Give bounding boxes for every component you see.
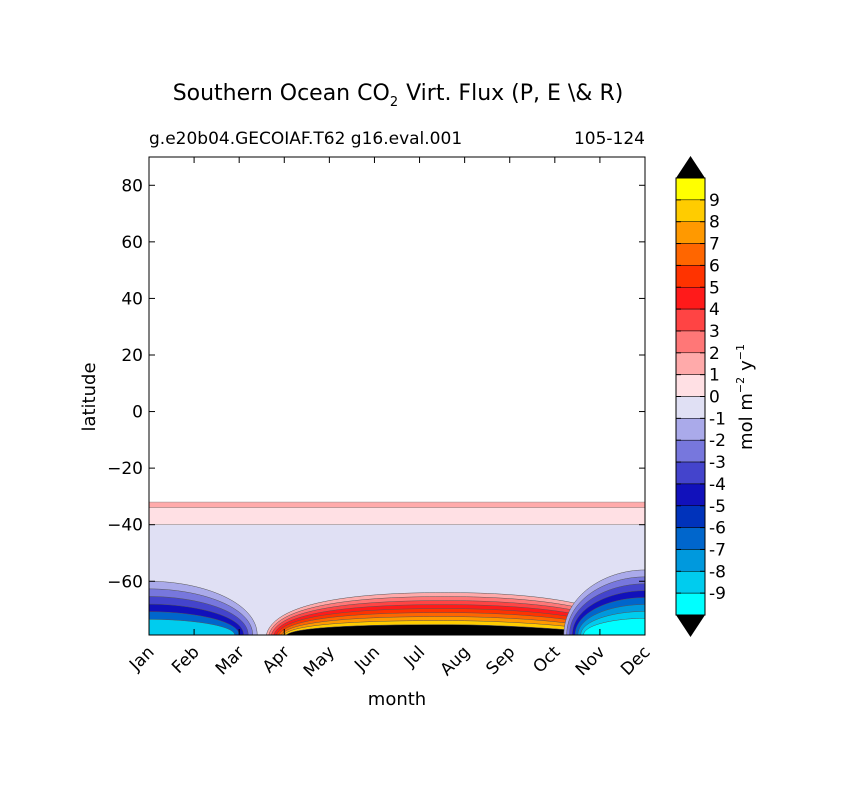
y-tick-label: 20 — [121, 346, 143, 366]
colorbar-tick-label: -1 — [709, 409, 726, 429]
x-tick-label: Feb — [168, 642, 203, 677]
colorbar-tick-label: 0 — [709, 388, 720, 408]
y-axis: 80 60 40 20 0 −20 −40 −60 — [107, 176, 645, 592]
y-tick-label: 80 — [121, 176, 143, 196]
colorbar-tick-label: 2 — [709, 344, 720, 364]
x-tick-label: Jun — [350, 642, 384, 676]
colorbar-tick-label: -9 — [709, 584, 726, 604]
colorbar-segment — [675, 483, 706, 506]
contour-band-1 — [149, 507, 645, 525]
colorbar-extend-min — [676, 615, 705, 637]
colorbar-tick-label: 5 — [709, 278, 720, 298]
contour-band-0 — [149, 501, 645, 508]
colorbar-tick-label: -8 — [709, 562, 726, 582]
colorbar-tick-label: -3 — [709, 453, 726, 473]
colorbar-segment — [675, 265, 706, 288]
x-tick-label: Nov — [572, 642, 610, 680]
colorbar-tick-label: 6 — [709, 256, 720, 276]
colorbar-segment — [675, 221, 706, 244]
colorbar-tick-label: -5 — [709, 497, 726, 517]
colorbar-segment — [675, 527, 706, 550]
colorbar-segment — [675, 374, 706, 397]
colorbar-segment — [675, 352, 706, 375]
y-tick-label: −20 — [107, 459, 143, 479]
colorbar-segment — [675, 461, 706, 485]
colorbar-tick-label: 9 — [709, 191, 720, 211]
colorbar-segment — [675, 571, 706, 594]
colorbar-tick-label: 3 — [709, 322, 720, 342]
colorbar-segment — [675, 505, 706, 528]
colorbar-tick-label: 7 — [709, 235, 720, 255]
colorbar-tick-label: 8 — [709, 213, 720, 233]
colorbar-segment — [675, 396, 706, 419]
y-tick-label: −60 — [107, 572, 143, 592]
colorbar-segment — [675, 549, 706, 572]
plot-area — [149, 501, 645, 635]
x-tick-label: Apr — [259, 642, 294, 677]
colorbar-tick-label: -6 — [709, 519, 726, 539]
y-tick-label: 40 — [121, 289, 143, 309]
colorbar-extend-max — [676, 156, 705, 178]
y-tick-label: 0 — [132, 403, 143, 423]
y-tick-label: −40 — [107, 516, 143, 536]
contour-feature-1-level-5 — [149, 619, 235, 635]
colorbar-segment — [675, 243, 706, 266]
y-tick-label: 60 — [121, 233, 143, 253]
contour-feature-2-level-7 — [583, 618, 645, 635]
colorbar-segment — [675, 177, 706, 201]
colorbar-label: mol m−2y−1 — [734, 344, 757, 450]
y-axis-label: latitude — [79, 362, 100, 431]
chart-subtitle-left: g.e20b04.GECOIAF.T62 g16.eval.001 — [149, 129, 462, 149]
x-tick-label: Jan — [125, 642, 158, 675]
x-tick-label: Dec — [617, 642, 654, 679]
x-tick-label: Jul — [400, 642, 429, 671]
colorbar-tick-label: -7 — [709, 540, 726, 560]
x-tick-label: Aug — [437, 642, 475, 680]
colorbar-segment — [675, 330, 706, 354]
colorbar-segment — [675, 199, 706, 222]
colorbar-segment — [675, 592, 706, 616]
plot-frame — [148, 156, 646, 636]
colorbar-segment — [675, 287, 706, 310]
x-tick-label: Oct — [529, 642, 564, 677]
colorbar-tick-label: -4 — [709, 475, 726, 495]
chart-subtitle-right: 105-124 — [574, 129, 645, 149]
x-tick-label: May — [300, 642, 339, 681]
colorbar-segment — [675, 439, 706, 463]
colorbar-tick-label: -2 — [709, 431, 726, 451]
x-tick-label: Sep — [482, 642, 519, 679]
colorbar-tick-label: 1 — [709, 366, 720, 386]
x-tick-label: Mar — [212, 642, 249, 679]
colorbar-segment — [675, 308, 706, 332]
colorbar-tick-label: 4 — [709, 300, 720, 320]
colorbar-segment — [675, 418, 706, 441]
x-axis-label: month — [368, 689, 426, 710]
chart-title: Southern Ocean CO2 Virt. Flux (P, E \& R) — [173, 81, 624, 110]
